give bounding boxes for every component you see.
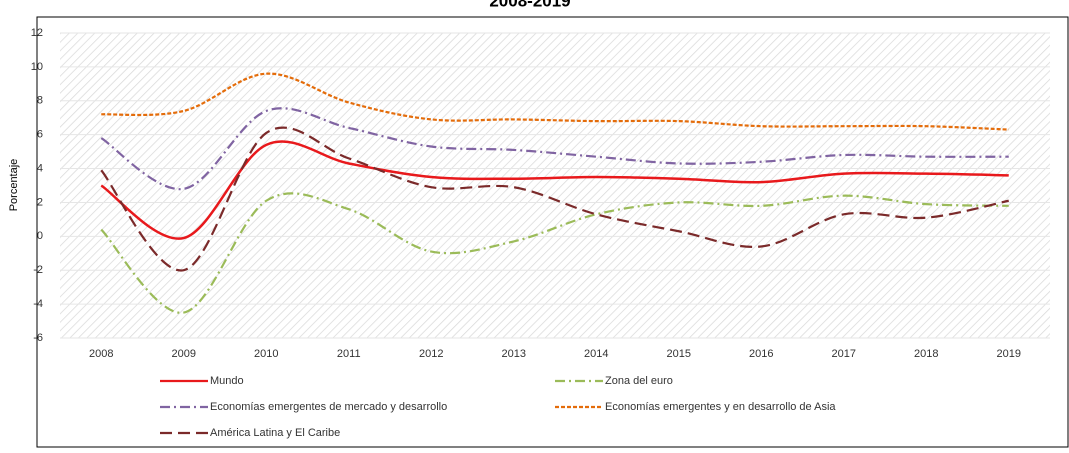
x-tick-label: 2016 (749, 348, 773, 360)
legend-label: Mundo (210, 375, 244, 387)
x-tick-label: 2010 (254, 348, 278, 360)
series-line (100, 126, 1009, 272)
y-axis-label: Porcentaje (8, 159, 20, 212)
x-tick-label: 2013 (502, 348, 526, 360)
x-tick-label: 2009 (172, 348, 196, 360)
y-tick-label: 2 (37, 196, 43, 208)
y-tick-label: -4 (33, 298, 43, 310)
legend-label: Economías emergentes de mercado y desarr… (210, 401, 447, 413)
y-tick-label: 8 (37, 95, 43, 107)
y-tick-label: -6 (33, 332, 43, 344)
series-line (100, 107, 1009, 191)
legend-label: Economías emergentes y en desarrollo de … (605, 401, 836, 413)
y-tick-label: 4 (37, 162, 43, 174)
x-tick-label: 2017 (832, 348, 856, 360)
series-line (101, 72, 1009, 131)
y-tick-label: 0 (37, 230, 43, 242)
chart-title: 2008-2019 (489, 0, 570, 10)
legend-label: Zona del euro (605, 375, 673, 387)
x-tick-label: 2014 (584, 348, 608, 360)
x-tick-label: 2008 (89, 348, 113, 360)
legend-label: América Latina y El Caribe (210, 427, 340, 439)
chart-frame (36, 16, 1069, 448)
x-tick-label: 2011 (337, 348, 361, 360)
y-tick-label: 12 (31, 27, 43, 39)
series-line (100, 192, 1009, 314)
plot-background (60, 33, 1050, 338)
x-tick-label: 2018 (914, 348, 938, 360)
y-tick-label: -2 (33, 264, 43, 276)
y-tick-label: 6 (37, 129, 43, 141)
x-tick-label: 2015 (667, 348, 691, 360)
y-tick-label: 10 (31, 61, 43, 73)
x-tick-label: 2019 (997, 348, 1021, 360)
x-tick-label: 2012 (419, 348, 443, 360)
